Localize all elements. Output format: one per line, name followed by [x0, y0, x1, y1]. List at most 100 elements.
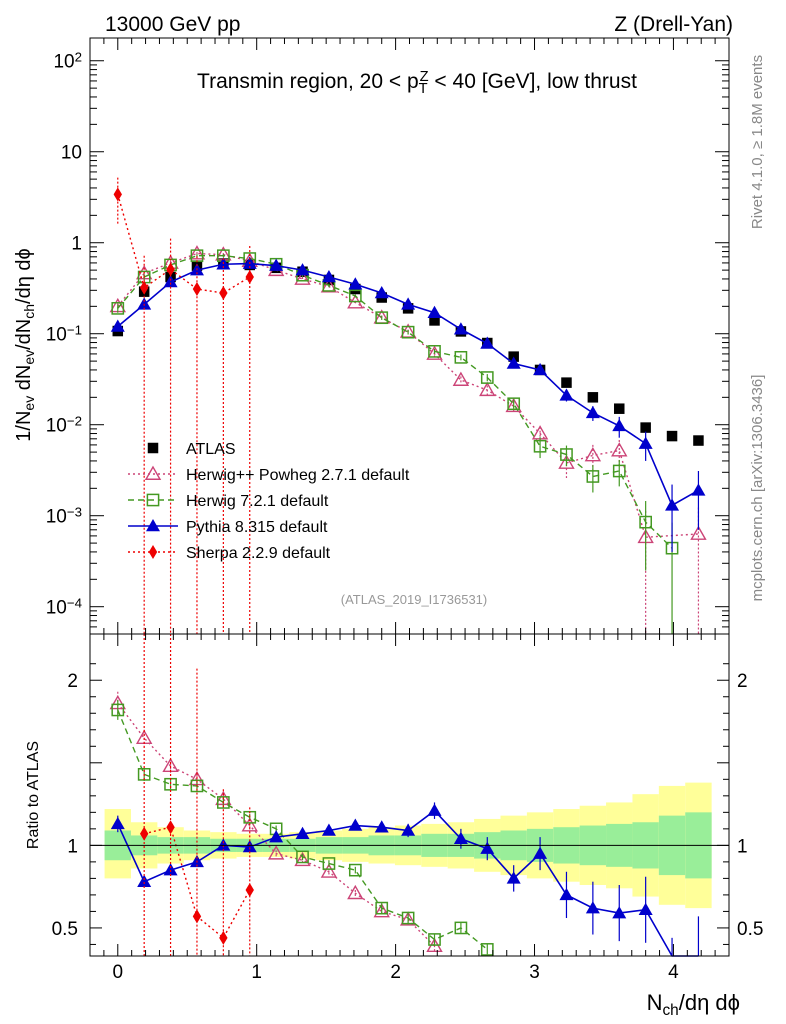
pythia-8-315-default-point — [348, 277, 363, 290]
legend-marker-sherpa-2-2-9-default — [148, 545, 158, 559]
x-tick-label: 2 — [390, 962, 401, 983]
ratio-tick-label-right: 2 — [737, 671, 748, 692]
herwig-7-2-1-default-point — [111, 302, 125, 315]
series-2 — [111, 249, 679, 634]
header-right: Z (Drell-Yan) — [614, 13, 733, 36]
pythia-8-315-default-point — [321, 270, 336, 283]
sherpa-2-2-9-default-ratio-point — [192, 909, 202, 924]
pythia-8-315-default-ratio-point — [427, 803, 442, 816]
pythia-8-315-default-ratio-point — [612, 906, 627, 919]
pythia-8-315-default-point — [691, 483, 706, 496]
mcplots-reference: mcplots.cern.ch [arXiv:1306.3436] — [749, 375, 766, 602]
herwig-powheg-2-7-1-default-point — [294, 270, 311, 285]
herwig-powheg-2-7-1-default-point — [690, 525, 707, 540]
pythia-8-315-default-ratio-point — [480, 841, 495, 854]
legend-label-herwig-powheg-2-7-1-default: Herwig++ Powheg 2.7.1 default — [186, 467, 410, 484]
ratio-tick-label-left: 2 — [67, 671, 78, 692]
y-tick-label: 10 — [61, 143, 82, 164]
chart-title: Transmin region, 20 < pTZ < 40 [GeV], lo… — [197, 69, 637, 96]
legend-marker-pythia-8-315-default — [146, 519, 160, 532]
sherpa-2-2-9-default-point — [113, 187, 122, 202]
herwig-powheg-2-7-1-default-point — [452, 371, 470, 386]
atlas-point — [640, 422, 651, 433]
herwig-7-2-1-default-point — [639, 515, 653, 529]
ratio-tick-label-left: 1 — [67, 836, 78, 857]
pythia-8-315-default-point — [480, 336, 495, 349]
herwig-7-2-1-default-point — [428, 345, 441, 358]
herwig-7-2-1-default-point — [348, 289, 362, 303]
atlas-point — [587, 392, 599, 403]
herwig-7-2-1-default-point — [507, 397, 521, 411]
herwig-7-2-1-default-ratio-point — [296, 850, 309, 864]
sherpa-2-2-9-default-line — [117, 194, 251, 294]
pythia-8-315-default-point — [269, 258, 284, 271]
pythia-8-315-default-point — [665, 498, 680, 511]
pythia-8-315-default-ratio-point — [638, 902, 653, 916]
herwig-powheg-2-7-1-default-ratio-point — [241, 817, 258, 832]
herwig-7-2-1-default-line — [117, 255, 673, 549]
legend-label-sherpa-2-2-9-default: Sherpa 2.2.9 default — [186, 545, 331, 562]
herwig-powheg-2-7-1-default-ratio-point — [267, 845, 285, 860]
sherpa-2-2-9-default-point — [166, 262, 175, 277]
sherpa-2-2-9-default-ratio — [139, 634, 254, 956]
pythia-8-315-default-point — [533, 362, 548, 376]
pythia-8-315-default-ratio-point — [559, 887, 574, 901]
sherpa-2-2-9-default-ratio-point — [219, 930, 228, 945]
rivet-version: Rivet 4.1.0, ≥ 1.8M events — [749, 55, 766, 229]
legend-label-pythia-8-315-default: Pythia 8.315 default — [186, 519, 328, 536]
herwig-7-2-1-default-point — [454, 351, 468, 364]
legend-label-herwig-7-2-1-default: Herwig 7.2.1 default — [186, 493, 329, 510]
herwig-7-2-1-default-ratio-point — [480, 943, 494, 956]
pythia-8-315-default-ratio-point — [585, 901, 600, 914]
pythia-8-315-default-point — [506, 356, 521, 369]
atlas-point — [666, 430, 678, 442]
sherpa-2-2-9-default-point — [192, 282, 202, 297]
herwig-powheg-2-7-1-default-point — [611, 442, 628, 457]
herwig-7-2-1-default-ratio-point — [428, 933, 441, 946]
pythia-8-315-default-ratio-point — [295, 826, 310, 840]
herwig-7-2-1-default-point — [375, 311, 389, 325]
atlas-point — [614, 403, 625, 414]
y-tick-label: 102 — [53, 50, 82, 73]
pythia-8-315-default-point — [453, 322, 468, 335]
herwig-7-2-1-default-ratio-point — [375, 901, 389, 915]
herwig-7-2-1-default-ratio-point — [454, 921, 468, 935]
y-tick-label: 10−3 — [46, 505, 82, 528]
y-tick-label: 1 — [71, 234, 82, 255]
herwig-powheg-2-7-1-default-point — [584, 446, 602, 462]
herwig-powheg-2-7-1-default-ratio-point — [373, 903, 390, 918]
atlas-point — [429, 315, 440, 326]
ratio-tick-label-right: 1 — [737, 836, 748, 857]
herwig-powheg-2-7-1-default-ratio-point — [320, 863, 338, 878]
pythia-8-315-default-point — [374, 286, 389, 299]
herwig-powheg-2-7-1-default-ratio-point — [347, 884, 364, 900]
pythia-8-315-default-point — [612, 418, 627, 432]
herwig-7-2-1-default-ratio-point — [190, 779, 204, 793]
herwig-powheg-2-7-1-default-ratio-line — [117, 702, 435, 947]
pythia-8-315-default-ratio-point — [163, 863, 178, 876]
x-tick-label: 4 — [668, 962, 679, 983]
herwig-powheg-2-7-1-default-ratio-point — [294, 851, 311, 867]
pythia-8-315-default-ratio-point — [269, 830, 284, 843]
y-tick-label: 10−2 — [46, 414, 82, 437]
pythia-8-315-default-point — [559, 388, 574, 401]
pythia-8-315-default-point — [163, 275, 178, 288]
pythia-8-315-default-ratio — [110, 802, 700, 957]
ratio-y-axis-label: Ratio to ATLAS — [25, 741, 42, 849]
sherpa-2-2-9-default-point — [245, 270, 254, 285]
herwig-7-2-1-default-ratio-point — [111, 703, 125, 717]
x-tick-label: 1 — [251, 962, 262, 983]
analysis-id: (ATLAS_2019_I1736531) — [341, 592, 487, 607]
herwig-7-2-1-default-point — [480, 371, 494, 384]
atlas-point — [693, 435, 704, 446]
y-tick-label: 10−4 — [46, 596, 82, 619]
pythia-8-315-default-ratio-point — [506, 871, 521, 884]
herwig-7-2-1-default-point — [401, 325, 415, 339]
herwig-7-2-1-default-point — [533, 439, 547, 453]
legend-marker-atlas — [147, 442, 159, 454]
herwig-powheg-2-7-1-default-point — [320, 278, 338, 293]
herwig-powheg-2-7-1-default-ratio-point — [135, 729, 153, 744]
x-axis-label: Nch/dη dϕ — [647, 990, 740, 1019]
atlas-point — [561, 377, 572, 388]
